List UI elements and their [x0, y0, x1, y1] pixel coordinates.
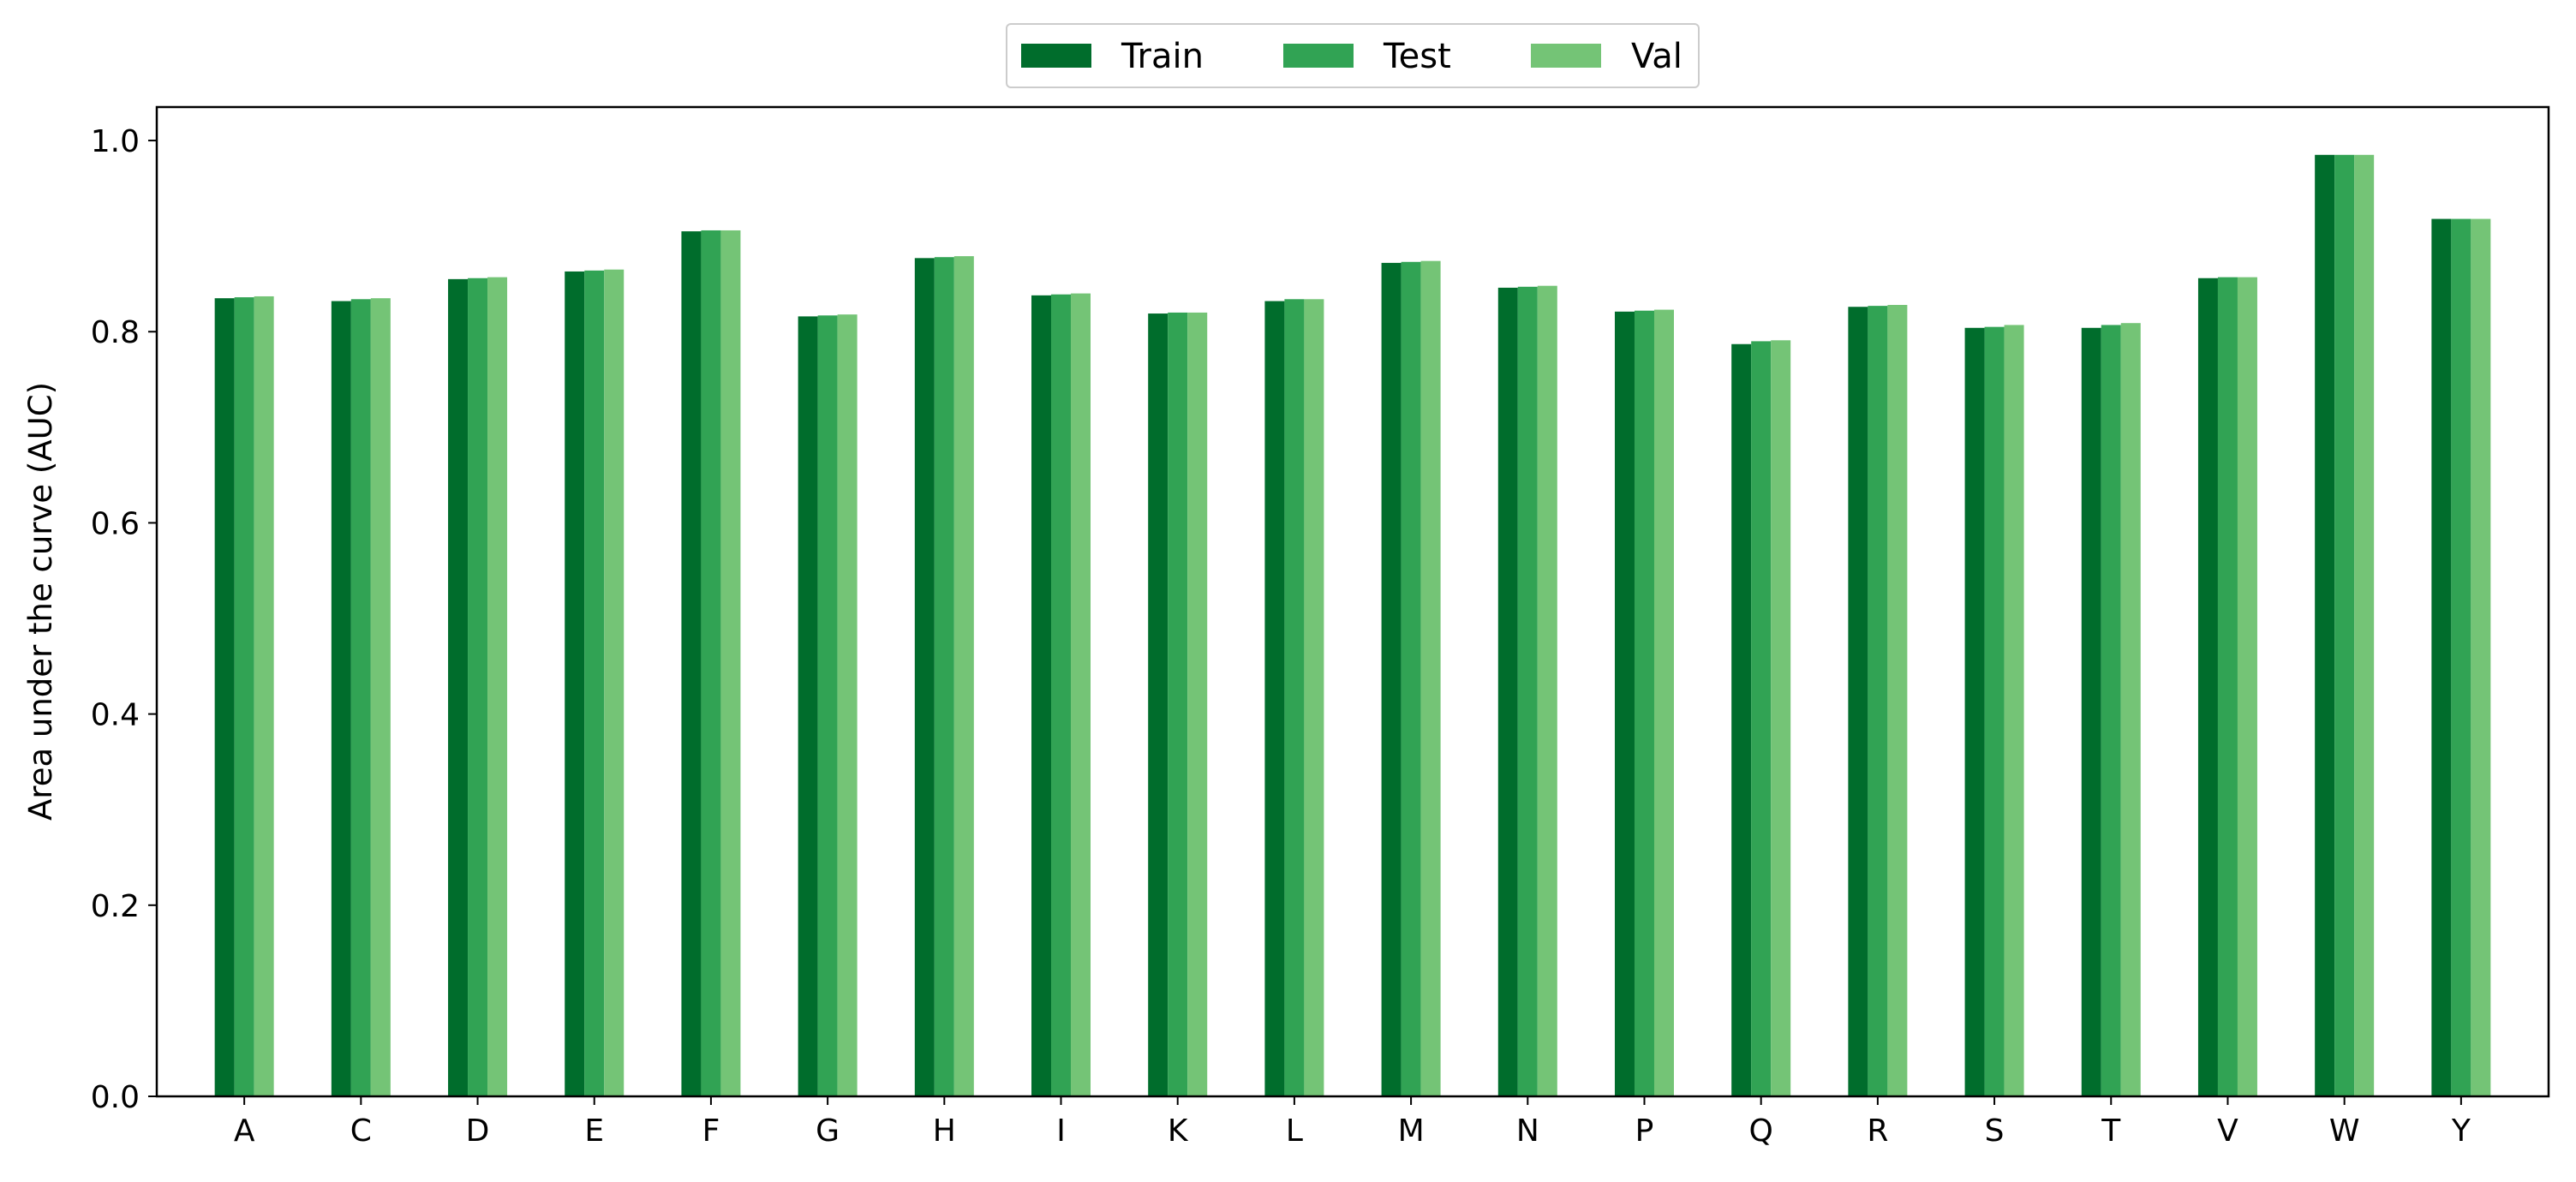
bar-train-M: [1381, 262, 1402, 1096]
x-tick-label: V: [2217, 1113, 2238, 1149]
bar-val-V: [2237, 277, 2257, 1096]
bar-test-D: [468, 278, 488, 1096]
bar-test-W: [2334, 154, 2355, 1096]
y-tick-label: 0.8: [91, 315, 140, 350]
x-tick-label: Q: [1749, 1113, 1773, 1149]
bar-test-C: [350, 299, 371, 1096]
x-tick-label: T: [2101, 1113, 2121, 1149]
y-tick-label: 0.4: [91, 698, 140, 733]
bar-test-S: [1984, 326, 2005, 1096]
bar-val-N: [1537, 285, 1557, 1096]
bar-test-T: [2101, 325, 2121, 1096]
x-tick-label: L: [1286, 1113, 1303, 1149]
x-tick-label: G: [816, 1113, 840, 1149]
x-tick-label: W: [2329, 1113, 2360, 1149]
bar-train-E: [565, 271, 585, 1096]
bar-train-N: [1497, 287, 1518, 1096]
bar-train-Y: [2431, 218, 2452, 1096]
bar-test-N: [1517, 286, 1538, 1096]
bar-val-R: [1887, 305, 1908, 1096]
bar-test-E: [584, 270, 605, 1097]
legend-label-train: Train: [1121, 37, 1204, 76]
bar-test-A: [234, 297, 254, 1096]
bar-train-C: [331, 301, 351, 1096]
x-tick-label: F: [702, 1113, 720, 1149]
x-tick-label: N: [1516, 1113, 1539, 1149]
bar-test-P: [1634, 310, 1654, 1096]
bar-val-E: [604, 269, 625, 1097]
bar-val-W: [2354, 154, 2375, 1096]
legend-swatch-test: [1283, 44, 1354, 68]
bar-test-K: [1168, 312, 1188, 1096]
bar-train-L: [1264, 301, 1285, 1096]
bar-test-H: [934, 257, 954, 1096]
bar-test-Q: [1751, 341, 1772, 1096]
bar-test-Y: [2451, 218, 2471, 1096]
bar-test-G: [817, 315, 838, 1096]
bar-train-S: [1964, 327, 1985, 1096]
bar-train-G: [798, 316, 818, 1096]
bar-train-I: [1031, 295, 1052, 1097]
y-tick-label: 0.0: [91, 1080, 140, 1115]
bar-train-R: [1848, 307, 1868, 1097]
x-tick-label: Y: [2451, 1113, 2471, 1149]
y-axis-label: Area under the curve (AUC): [22, 382, 59, 821]
bar-test-V: [2217, 277, 2238, 1096]
bar-val-S: [2004, 325, 2024, 1096]
bar-train-H: [914, 258, 935, 1096]
y-tick-label: 1.0: [91, 124, 140, 159]
x-tick-label: M: [1398, 1113, 1425, 1149]
bar-test-F: [701, 230, 721, 1097]
y-axis: 0.0 0.2 0.4 0.6 0.8 1.0: [91, 124, 157, 1115]
bar-test-I: [1051, 294, 1072, 1097]
bar-val-Q: [1771, 340, 1791, 1096]
bar-train-W: [2315, 154, 2335, 1096]
bar-val-P: [1653, 309, 1674, 1097]
x-tick-label: K: [1168, 1113, 1189, 1149]
bar-val-H: [953, 256, 974, 1097]
bars-layer: [214, 154, 2491, 1097]
legend-label-val: Val: [1631, 37, 1682, 76]
bar-test-R: [1868, 306, 1888, 1096]
legend-label-test: Test: [1383, 37, 1451, 76]
bar-train-A: [214, 298, 235, 1096]
bar-val-Y: [2471, 218, 2491, 1096]
bar-val-D: [487, 277, 508, 1096]
x-tick-label: E: [584, 1113, 604, 1149]
bar-train-P: [1614, 311, 1635, 1096]
legend-swatch-train: [1021, 44, 1091, 68]
bar-val-A: [254, 296, 274, 1097]
bar-val-T: [2120, 323, 2141, 1096]
x-tick-label: S: [1985, 1113, 2005, 1149]
bar-train-T: [2081, 327, 2101, 1096]
x-tick-label: A: [234, 1113, 255, 1149]
y-tick-label: 0.6: [91, 506, 140, 541]
bar-val-K: [1187, 312, 1208, 1096]
bar-val-L: [1304, 299, 1324, 1096]
plot-frame: [155, 105, 2550, 1098]
x-tick-label: C: [350, 1113, 372, 1149]
bar-val-I: [1071, 293, 1091, 1096]
bar-test-L: [1284, 299, 1305, 1096]
x-tick-label: R: [1867, 1113, 1888, 1149]
x-tick-label: D: [466, 1113, 490, 1149]
x-tick-label: P: [1635, 1113, 1654, 1149]
bar-test-M: [1401, 261, 1421, 1096]
bar-train-V: [2197, 278, 2218, 1096]
bar-val-F: [720, 230, 741, 1097]
legend: Train Test Val: [1006, 23, 1700, 88]
bar-val-M: [1420, 260, 1441, 1096]
bar-train-F: [681, 231, 702, 1096]
y-tick-label: 0.2: [91, 889, 140, 924]
bar-train-D: [448, 278, 469, 1096]
legend-swatch-val: [1531, 44, 1601, 68]
x-tick-label: I: [1056, 1113, 1066, 1149]
bar-val-G: [837, 314, 858, 1096]
bar-train-Q: [1731, 343, 1752, 1096]
bar-val-C: [370, 298, 391, 1096]
x-tick-label: H: [933, 1113, 956, 1149]
bar-train-K: [1148, 313, 1168, 1096]
